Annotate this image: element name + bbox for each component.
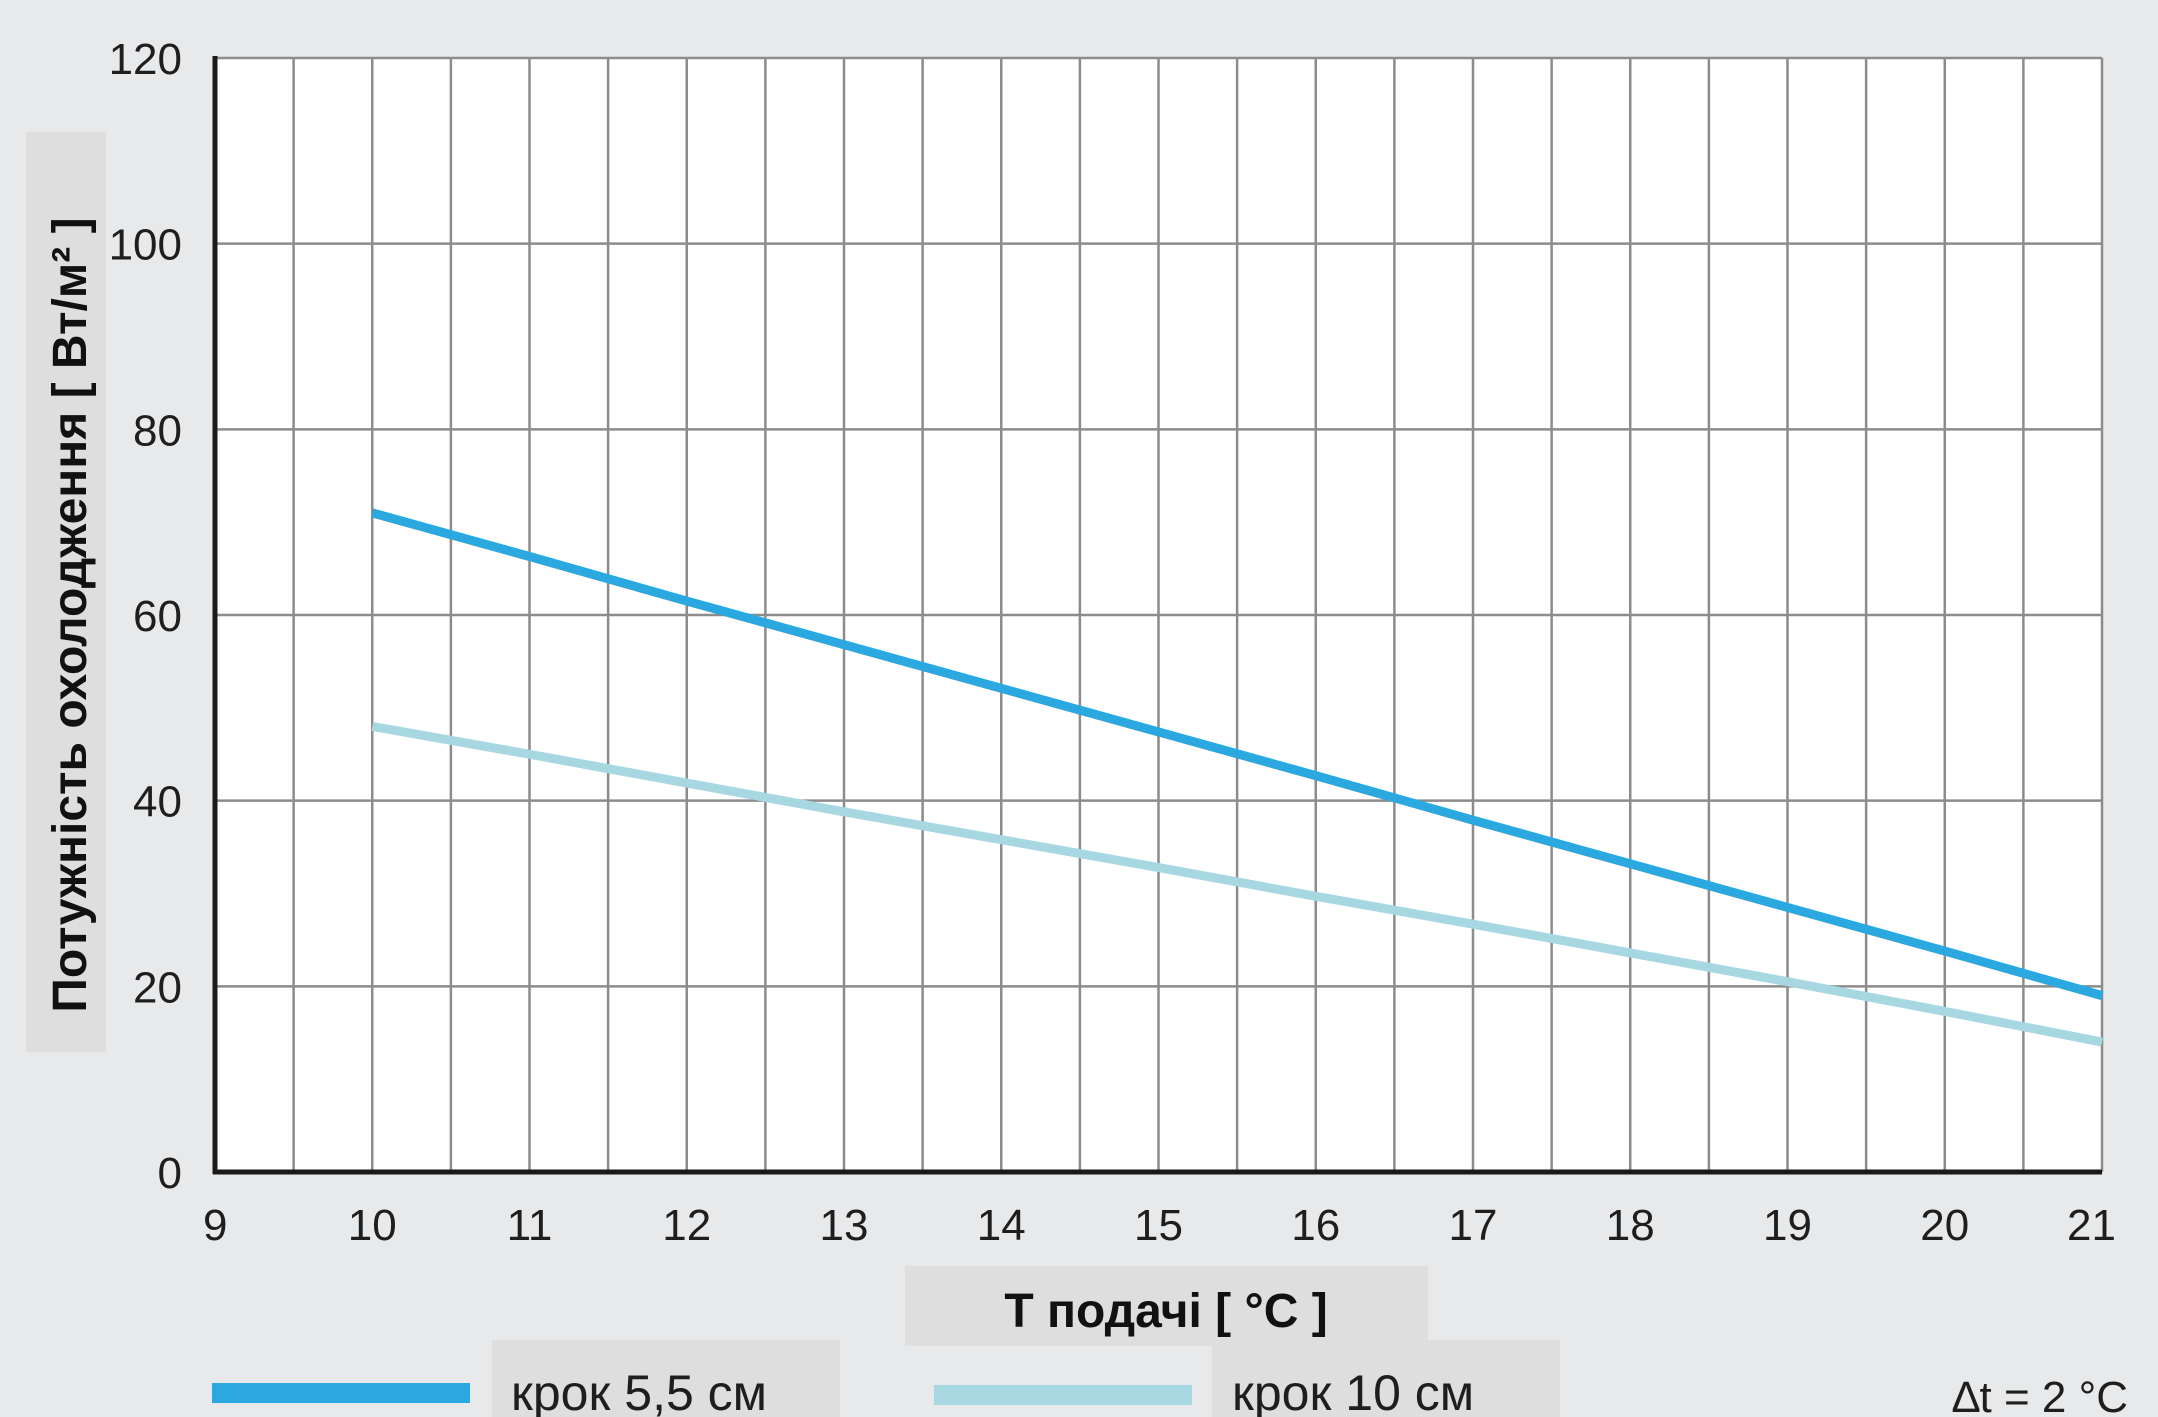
y-tick-label: 80	[133, 406, 182, 455]
legend-label-krok-5-5: крок 5,5 см	[511, 1365, 767, 1417]
x-tick-label: 10	[348, 1201, 397, 1250]
series-line-krok-10	[371, 721, 2103, 1047]
legend-label-backdrop-1	[492, 1340, 840, 1417]
y-tick-label: 120	[109, 35, 182, 84]
x-tick-label: 15	[1134, 1201, 1183, 1250]
x-tick-label: 14	[977, 1201, 1026, 1250]
axes	[212, 56, 2102, 1175]
x-tick-label: 16	[1291, 1201, 1340, 1250]
data-series	[371, 508, 2104, 1047]
y-tick-label: 100	[109, 221, 182, 270]
legend: крок 5,5 см крок 10 см	[212, 1365, 1474, 1417]
x-tick-label: 20	[1920, 1201, 1969, 1250]
y-tick-label: 40	[133, 778, 182, 827]
tick-labels: 0 20 40 60 80 100 120 9 10 11 12 13 14 15 16 17 18 19 20 21	[109, 35, 2116, 1250]
x-tick-label: 13	[820, 1201, 869, 1250]
delta-t-note: ∆t = 2 °C	[1953, 1373, 2128, 1417]
x-axis-title-backdrop	[905, 1266, 1428, 1346]
x-axis-title: Т подачі [ °С ]	[1004, 1285, 1327, 1338]
y-tick-label: 60	[133, 592, 182, 641]
grid	[215, 56, 2104, 1172]
legend-label-krok-10: крок 10 см	[1232, 1365, 1474, 1417]
series-line-krok-5-5	[371, 508, 2104, 1000]
x-tick-label: 21	[2067, 1201, 2116, 1250]
y-tick-label: 20	[133, 963, 182, 1012]
x-tick-label: 11	[507, 1201, 553, 1250]
x-tick-label: 12	[662, 1201, 711, 1250]
y-tick-label: 0	[158, 1149, 182, 1198]
x-tick-label: 9	[203, 1201, 227, 1250]
x-tick-label: 18	[1606, 1201, 1655, 1250]
y-axis-title: Потужність охолодження [ Вт/м² ]	[44, 217, 97, 1012]
x-tick-label: 17	[1449, 1201, 1498, 1250]
legend-label-backdrop-2	[1212, 1340, 1560, 1417]
y-axis-title-backdrop	[26, 132, 106, 1052]
x-tick-label: 19	[1763, 1201, 1812, 1250]
